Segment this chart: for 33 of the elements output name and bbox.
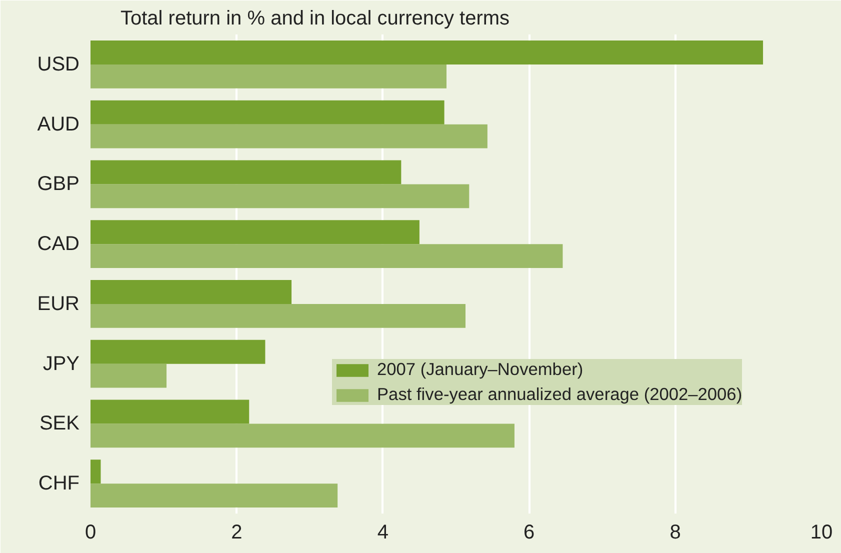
bar (90, 244, 563, 268)
x-tick-label: 8 (670, 522, 681, 544)
y-tick-label: SEK (39, 412, 80, 435)
bar (90, 160, 402, 184)
x-tick-label: 4 (377, 522, 388, 544)
x-tick-label: 0 (84, 522, 96, 544)
x-tick-label: 10 (810, 522, 833, 544)
y-tick-label: CAD (37, 233, 80, 256)
bar (90, 64, 446, 88)
y-tick-label: CHF (38, 472, 80, 495)
bar (90, 184, 470, 208)
bar (90, 424, 514, 448)
bar (90, 340, 266, 364)
x-tick-label: 2 (231, 522, 242, 544)
bar (90, 460, 101, 484)
y-tick-label: EUR (37, 292, 80, 315)
chart-title: Total return in % and in local currency terms (120, 8, 510, 30)
bar (90, 220, 420, 244)
bar (90, 400, 250, 424)
x-tick-label: 6 (524, 522, 535, 544)
legend-label: 2007 (January–November) (377, 359, 584, 380)
bar (90, 280, 292, 304)
y-tick-label: AUD (37, 113, 80, 136)
legend-label: Past five-year annualized average (2002–2006) (377, 384, 742, 405)
bar (90, 484, 338, 508)
bar (90, 304, 466, 328)
y-tick-label: JPY (42, 352, 80, 375)
bar (90, 364, 167, 388)
bar (90, 40, 764, 64)
y-tick-label: GBP (37, 173, 80, 196)
y-tick-label: USD (37, 53, 80, 76)
bar (90, 124, 488, 148)
bar (90, 100, 444, 124)
